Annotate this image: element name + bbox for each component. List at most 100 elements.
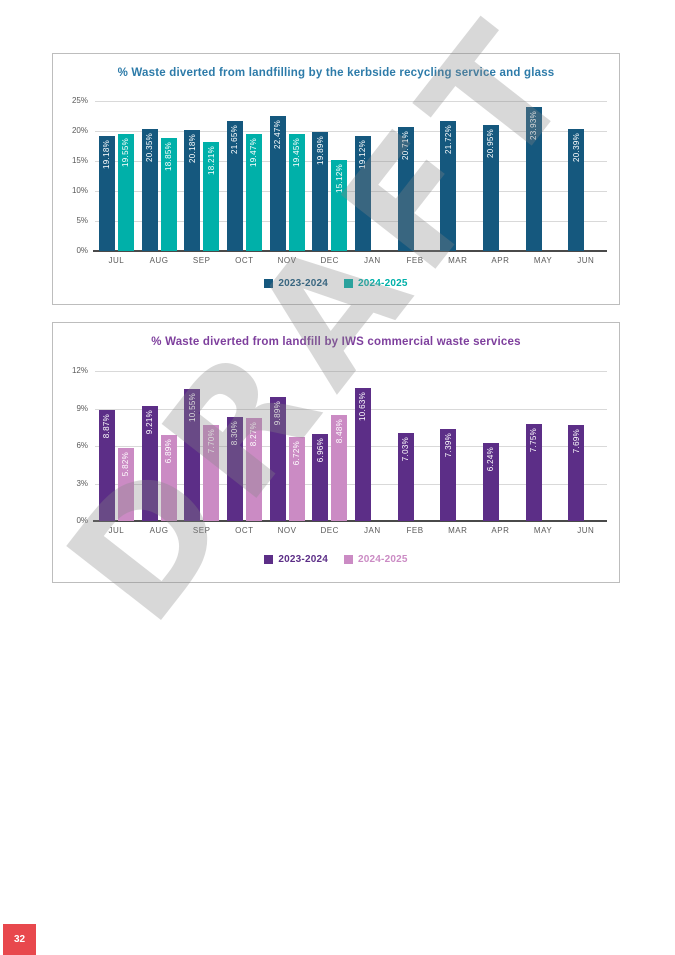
- bar-label-wrap: 18.21%: [203, 146, 219, 175]
- bar: 10.63%: [354, 388, 371, 521]
- bar-value-label: 19.89%: [315, 135, 325, 165]
- bar: 9.21%: [141, 405, 158, 521]
- x-axis-category-label: JAN: [364, 526, 381, 535]
- x-axis-category-label: APR: [491, 256, 510, 265]
- bar-value-label: 9.89%: [273, 401, 283, 426]
- bars-layer: 8.87% 5.82% 9.21% 6.89% 10.55% 7.70% 8.30% 8.27…: [95, 371, 607, 521]
- legend-label: 2024-2025: [358, 278, 408, 289]
- month-group: 6.24%: [479, 371, 522, 521]
- bar-value-label: 6.89%: [164, 438, 173, 464]
- bar: 21.72%: [440, 120, 457, 251]
- bar-label-wrap: 6.89%: [161, 439, 177, 463]
- bar: 23.93%: [525, 107, 542, 251]
- y-axis-tick-label: 0%: [76, 246, 88, 255]
- bar-value-label: 20.95%: [486, 129, 496, 159]
- bar-label-wrap: 20.95%: [483, 129, 499, 158]
- month-group: 20.71%: [394, 101, 437, 251]
- legend-item: 2023-2024: [264, 554, 328, 565]
- bar-label-wrap: 6.72%: [289, 441, 305, 465]
- month-group: 7.69%: [564, 371, 607, 521]
- bar: 7.69%: [568, 424, 585, 521]
- y-axis-tick-label: 0%: [76, 516, 88, 525]
- x-axis-category-label: JUL: [108, 256, 125, 265]
- x-axis-category-label: NOV: [277, 526, 297, 535]
- bar: 20.35%: [141, 128, 158, 251]
- bar: 7.39%: [440, 428, 457, 521]
- bar-value-label: 6.96%: [315, 438, 325, 463]
- bar-label-wrap: 21.72%: [440, 125, 456, 154]
- bar-value-label: 20.18%: [187, 133, 197, 163]
- x-axis-category-label: FEB: [406, 526, 424, 535]
- legend-label: 2024-2025: [358, 554, 408, 565]
- x-axis-category-label: DEC: [320, 526, 339, 535]
- bar: 9.89%: [269, 397, 286, 521]
- x-axis-category-label: OCT: [235, 256, 254, 265]
- bar: 20.18%: [184, 129, 201, 251]
- bar-label-wrap: 9.21%: [142, 410, 158, 434]
- bar: 5.82%: [117, 448, 134, 521]
- month-group: 8.30% 8.27%: [223, 371, 266, 521]
- bar-label-wrap: 7.03%: [398, 437, 414, 461]
- bar-value-label: 10.63%: [358, 392, 368, 422]
- x-axis-category-label: DEC: [320, 256, 339, 265]
- bar: 6.24%: [482, 443, 499, 521]
- bar: 19.18%: [98, 135, 115, 251]
- bar-label-wrap: 8.87%: [99, 414, 115, 438]
- bar-label-wrap: 8.48%: [331, 419, 347, 443]
- bar: 18.21%: [203, 141, 220, 251]
- bar-value-label: 10.55%: [187, 393, 197, 423]
- legend-swatch: [344, 279, 353, 288]
- x-axis: JUL AUG SEP OCT NOV DEC JAN FEB MAR APR MAY JUN: [95, 256, 607, 265]
- month-group: 9.21% 6.89%: [138, 371, 181, 521]
- month-group: 9.89% 6.72%: [266, 371, 309, 521]
- bar-value-label: 18.21%: [206, 145, 216, 175]
- chart-plot-region: 0% 5% 10% 15% 20% 25% 19.18% 19.55% 20.35% 18.85…: [65, 96, 607, 265]
- bar: 8.27%: [245, 417, 262, 521]
- bar: 19.47%: [245, 134, 262, 251]
- kerbside-recycling-chart: % Waste diverted from landfilling by the…: [52, 53, 620, 305]
- bar: 15.12%: [331, 160, 348, 251]
- bars-layer: 19.18% 19.55% 20.35% 18.85% 20.18% 18.21% 21.6…: [95, 101, 607, 251]
- bar-value-label: 19.45%: [292, 138, 302, 168]
- bar-value-label: 7.70%: [206, 428, 216, 453]
- bar-value-label: 8.30%: [230, 421, 240, 446]
- chart-title: % Waste diverted from landfill by IWS co…: [151, 336, 521, 348]
- chart-title: % Waste diverted from landfilling by the…: [117, 67, 555, 79]
- bar-value-label: 20.39%: [571, 132, 581, 162]
- bar: 22.47%: [269, 116, 286, 251]
- y-axis-tick-label: 25%: [71, 96, 88, 105]
- month-group: 8.87% 5.82%: [95, 371, 138, 521]
- gridline: [95, 408, 607, 410]
- bar-value-label: 19.18%: [102, 139, 112, 169]
- bar: 7.75%: [525, 424, 542, 521]
- month-group: 23.93%: [522, 101, 565, 251]
- x-axis-category-label: SEP: [192, 256, 211, 265]
- legend-label: 2023-2024: [278, 278, 328, 289]
- plot-area: 8.87% 5.82% 9.21% 6.89% 10.55% 7.70% 8.30% 8.27…: [93, 371, 607, 522]
- bar-value-label: 6.72%: [292, 441, 302, 466]
- x-axis-category-label: JUN: [577, 526, 595, 535]
- y-axis-tick-label: 10%: [71, 186, 88, 195]
- month-group: 20.95%: [479, 101, 522, 251]
- y-axis-tick-label: 5%: [76, 216, 88, 225]
- bar-label-wrap: 19.45%: [289, 138, 305, 167]
- bar-value-label: 23.93%: [529, 111, 539, 141]
- bar-value-label: 8.87%: [102, 414, 112, 439]
- x-axis-category-label: APR: [491, 526, 510, 535]
- gridline: [95, 101, 607, 102]
- y-axis-tick-label: 15%: [71, 156, 88, 165]
- bar: 19.89%: [312, 131, 329, 251]
- bar-label-wrap: 7.39%: [440, 433, 456, 457]
- page-number-badge: 32: [3, 924, 36, 955]
- y-axis-tick-label: 12%: [71, 366, 88, 375]
- bar-value-label: 18.85%: [164, 141, 173, 171]
- x-axis-line: [93, 250, 607, 252]
- bar-label-wrap: 15.12%: [331, 164, 347, 193]
- x-axis-category-label: AUG: [149, 526, 169, 535]
- month-group: 19.12%: [351, 101, 394, 251]
- bar-label-wrap: 10.55%: [184, 393, 200, 422]
- page-number: 32: [13, 934, 26, 945]
- legend-item: 2023-2024: [264, 278, 328, 289]
- gridline: [95, 371, 607, 372]
- bar-value-label: 20.71%: [401, 130, 411, 160]
